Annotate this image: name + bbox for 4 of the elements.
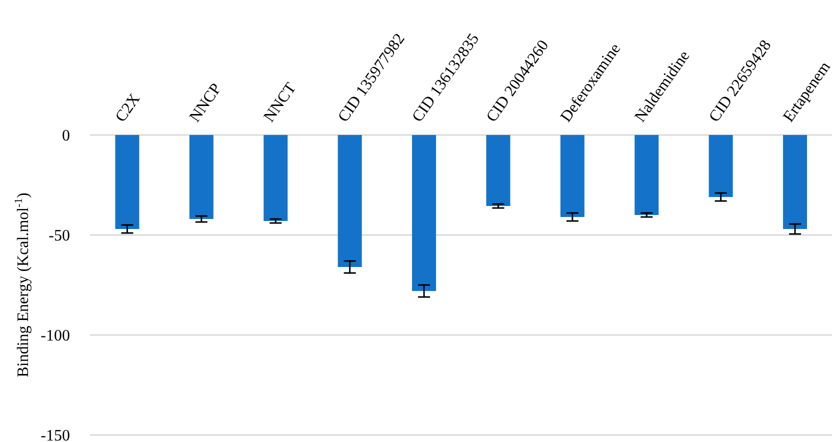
y-tick-label: -50 — [48, 228, 70, 245]
y-tick-label: -150 — [40, 428, 70, 442]
y-tick-label: -100 — [40, 328, 70, 345]
y-tick-label: 0 — [62, 128, 70, 145]
